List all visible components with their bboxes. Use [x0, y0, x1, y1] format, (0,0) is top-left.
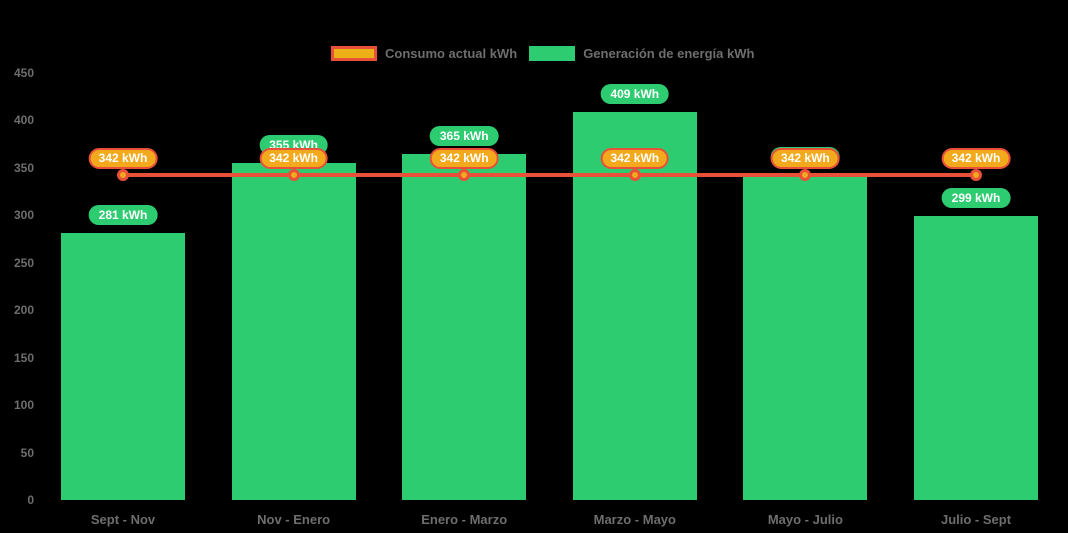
y-axis-tick-label: 300 — [13, 208, 34, 223]
x-axis-category-label: Marzo - Mayo — [593, 512, 676, 527]
legend-item-consumo[interactable]: Consumo actual kWh — [331, 46, 517, 61]
generation-bar — [914, 216, 1038, 500]
generation-value-label: 281 kWh — [88, 205, 158, 226]
line-point-marker-icon — [117, 169, 129, 182]
generation-value-label: 299 kWh — [941, 188, 1011, 209]
y-axis-tick-label: 100 — [13, 398, 34, 413]
y-axis-tick-label: 150 — [13, 350, 34, 365]
line-point-marker-icon — [458, 169, 471, 182]
y-axis-tick-label: 0 — [27, 493, 34, 507]
legend-item-generacion[interactable]: Generación de energía kWh — [529, 46, 754, 61]
consumption-value-label: 342 kWh — [600, 148, 670, 170]
x-axis-category-label: Julio - Sept — [940, 512, 1012, 527]
generation-bar — [61, 233, 185, 500]
generacion-swatch-icon — [529, 46, 576, 61]
consumption-value-label: 342 kWh — [941, 148, 1011, 170]
consumption-line — [293, 173, 465, 178]
generation-bar — [402, 153, 527, 500]
consumption-line — [634, 173, 806, 178]
legend-label-generacion: Generación de energía kWh — [583, 46, 755, 61]
consumption-line — [123, 173, 294, 178]
consumption-line — [805, 173, 976, 178]
generation-value-label: 409 kWh — [600, 83, 670, 104]
chart-legend: Consumo actual kWh Generación de energía… — [331, 46, 754, 61]
line-point-marker-icon — [628, 169, 641, 182]
generation-value-label: 365 kWh — [429, 125, 499, 146]
line-point-marker-icon — [287, 169, 300, 182]
y-axis-tick-label: 50 — [20, 445, 34, 460]
x-axis-category-label: Enero - Marzo — [421, 512, 508, 527]
y-axis-tick-label: 400 — [13, 113, 34, 128]
y-axis-tick-label: 250 — [13, 255, 34, 270]
y-axis-tick-label: 450 — [13, 66, 34, 80]
generation-bar — [743, 175, 868, 500]
line-point-marker-icon — [970, 169, 982, 182]
generation-bar — [231, 163, 356, 500]
legend-label-consumo: Consumo actual kWh — [385, 46, 518, 61]
consumption-value-label: 342 kWh — [259, 148, 328, 170]
y-axis-tick-label: 350 — [13, 160, 34, 175]
x-axis-category-label: Sept - Nov — [90, 512, 156, 527]
consumption-line — [464, 173, 635, 178]
line-point-marker-icon — [799, 169, 812, 182]
y-axis-tick-label: 200 — [13, 303, 34, 318]
consumption-value-label: 342 kWh — [429, 148, 499, 170]
x-axis-category-label: Mayo - Julio — [767, 512, 843, 527]
consumption-value-label: 342 kWh — [88, 148, 158, 170]
consumption-value-label: 342 kWh — [771, 148, 840, 170]
x-axis-category-label: Nov - Enero — [257, 512, 331, 527]
consumo-swatch-icon — [331, 46, 377, 61]
